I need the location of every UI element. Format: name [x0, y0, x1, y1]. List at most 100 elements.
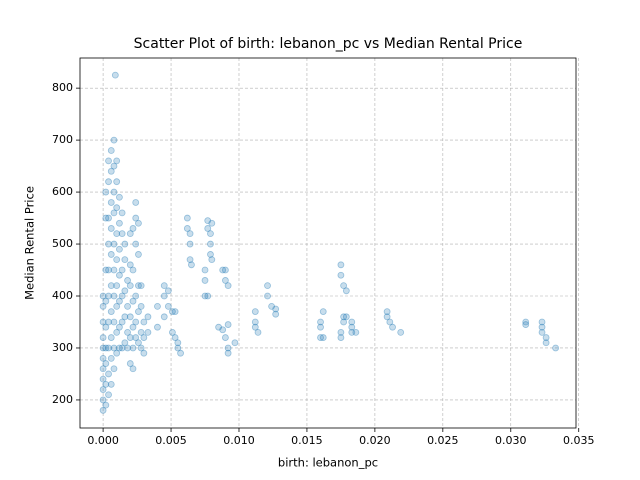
- point: [116, 219, 123, 227]
- point: [126, 360, 134, 367]
- point: [140, 318, 148, 326]
- point: [132, 292, 140, 300]
- point: [208, 219, 216, 227]
- point: [99, 406, 107, 414]
- point: [340, 313, 348, 321]
- point: [222, 277, 229, 284]
- point: [337, 261, 345, 269]
- point: [224, 321, 232, 328]
- point: [113, 178, 121, 186]
- point: [383, 308, 391, 315]
- point: [268, 302, 276, 310]
- point: [124, 277, 131, 284]
- point: [111, 71, 119, 79]
- point: [186, 256, 194, 264]
- point: [99, 365, 107, 373]
- point: [208, 256, 216, 264]
- x-tick-label: 0.015: [291, 434, 323, 447]
- point: [129, 365, 137, 373]
- point: [118, 266, 126, 274]
- point: [224, 344, 232, 352]
- point: [397, 328, 405, 336]
- point: [135, 308, 142, 315]
- point: [105, 344, 112, 352]
- point: [102, 188, 110, 196]
- point: [352, 328, 360, 336]
- point: [340, 318, 348, 326]
- point: [552, 344, 560, 352]
- point: [116, 297, 123, 305]
- point: [107, 380, 115, 388]
- point: [319, 334, 327, 341]
- point: [160, 313, 168, 321]
- point: [113, 328, 121, 336]
- point: [99, 386, 107, 393]
- point: [135, 339, 142, 347]
- point: [177, 349, 184, 357]
- point: [113, 256, 121, 264]
- point: [186, 240, 194, 248]
- point: [116, 193, 123, 201]
- point: [317, 323, 324, 331]
- point: [99, 318, 107, 326]
- point: [389, 323, 396, 331]
- point: [538, 323, 546, 331]
- point: [222, 266, 229, 274]
- point: [137, 302, 145, 310]
- point: [116, 271, 123, 279]
- point: [99, 292, 107, 300]
- point: [183, 225, 191, 232]
- point: [264, 282, 271, 290]
- point: [251, 323, 259, 331]
- y-tick-label: 800: [52, 81, 73, 94]
- point: [124, 328, 131, 336]
- point: [99, 334, 107, 341]
- point: [129, 323, 137, 331]
- point: [204, 217, 212, 225]
- point: [121, 256, 129, 264]
- point: [135, 219, 142, 227]
- point: [126, 230, 134, 238]
- point: [121, 339, 129, 347]
- point: [169, 308, 176, 315]
- y-tick-label: 300: [52, 341, 73, 354]
- point: [110, 365, 118, 373]
- point: [113, 230, 121, 238]
- point: [121, 287, 129, 295]
- point: [207, 240, 214, 248]
- point: [542, 339, 550, 347]
- point: [116, 245, 123, 253]
- point: [160, 282, 168, 290]
- point: [522, 321, 530, 328]
- point: [110, 266, 118, 274]
- point: [386, 318, 394, 326]
- point: [124, 344, 131, 352]
- point: [317, 334, 324, 341]
- point: [126, 261, 134, 269]
- point: [174, 339, 182, 347]
- grid: [80, 58, 580, 428]
- y-tick-label: 200: [52, 393, 73, 406]
- point: [105, 240, 112, 248]
- point: [126, 334, 134, 341]
- point: [129, 344, 137, 352]
- point: [129, 266, 137, 274]
- point: [107, 199, 115, 206]
- point: [105, 178, 112, 186]
- point: [154, 302, 161, 310]
- point: [118, 344, 126, 352]
- point: [522, 318, 530, 326]
- point: [224, 349, 232, 357]
- point: [116, 323, 123, 331]
- point: [99, 375, 107, 383]
- point: [538, 318, 546, 326]
- point: [538, 328, 546, 336]
- point: [132, 240, 140, 248]
- point: [102, 344, 110, 352]
- point: [219, 266, 227, 274]
- point: [107, 147, 115, 154]
- point: [160, 292, 168, 300]
- point: [107, 334, 115, 341]
- point: [105, 157, 112, 165]
- y-tick-label: 600: [52, 185, 73, 198]
